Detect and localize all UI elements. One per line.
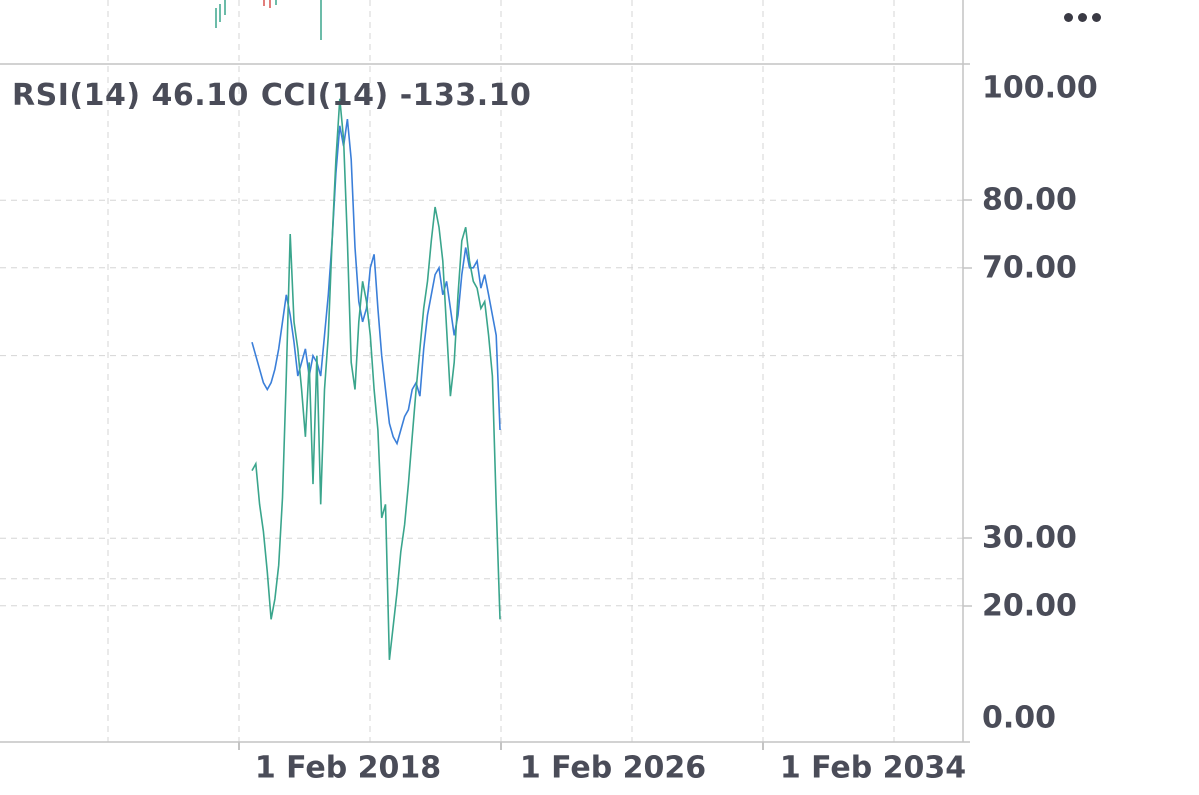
price-axis-label: 30.00 [982,521,1077,556]
cci-series-line [251,98,501,660]
cci-legend-value: CCI(14) -133.10 [260,78,532,113]
price-axis-label: 70.00 [982,250,1077,285]
rsi-series-line [251,118,501,446]
price-axis-label: 0.00 [982,701,1056,736]
ellipsis-horizontal-icon [1091,12,1101,22]
time-axis-label: 1 Feb 2034 [780,751,966,786]
vertical-grid [107,0,895,742]
time-axis-label: 1 Feb 2026 [520,751,706,786]
time-axis-labels: 1 Feb 2018 1 Feb 2026 1 Feb 2034 [255,751,966,786]
price-axis-labels: 100.00 80.00 70.00 30.00 20.00 0.00 [982,71,1098,736]
time-axis-label: 1 Feb 2018 [255,751,441,786]
price-pane [215,0,322,40]
price-axis-ticks [963,199,972,607]
price-axis-label: 80.00 [982,183,1077,218]
horizontal-grid [0,199,963,607]
ellipsis-horizontal-icon [1077,12,1087,22]
more-options-button[interactable] [1052,4,1112,30]
time-axis-ticks [238,742,764,750]
rsi-legend-value: RSI(14) 46.10 [12,78,249,113]
indicator-legend: RSI(14) 46.10 CCI(14) -133.10 [12,78,543,113]
price-axis-label: 20.00 [982,588,1077,623]
price-axis-label: 100.00 [982,71,1098,106]
ellipsis-horizontal-icon [1063,12,1073,22]
